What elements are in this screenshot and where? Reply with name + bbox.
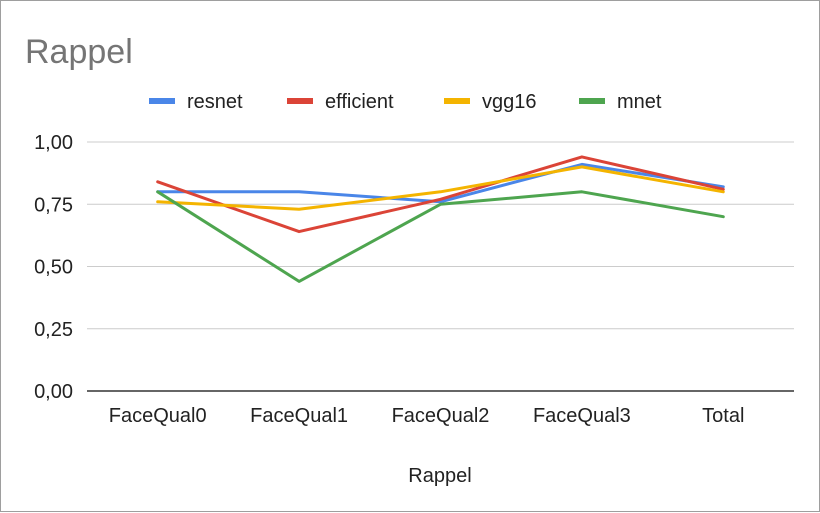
legend-item-mnet: mnet bbox=[579, 91, 662, 113]
x-tick-label: Total bbox=[702, 405, 744, 427]
legend-item-vgg16: vgg16 bbox=[444, 91, 537, 113]
legend-label: efficient bbox=[325, 91, 394, 113]
series-line-efficient bbox=[156, 155, 725, 234]
x-tick-label: FaceQual1 bbox=[250, 405, 348, 427]
legend-item-resnet: resnet bbox=[149, 91, 243, 113]
legend-label: resnet bbox=[187, 91, 243, 113]
y-tick-label: 0,75 bbox=[34, 194, 73, 216]
gridlines bbox=[87, 141, 794, 392]
legend-label: vgg16 bbox=[482, 91, 537, 113]
series-line-mnet bbox=[156, 190, 725, 283]
y-tick-label: 0,25 bbox=[34, 319, 73, 341]
x-axis-ticks: FaceQual0 FaceQual1 FaceQual2 FaceQual3 Tota… bbox=[109, 405, 745, 427]
y-tick-label: 0,00 bbox=[34, 381, 73, 403]
legend-item-efficient: efficient bbox=[287, 91, 394, 113]
y-axis-ticks: 0,00 0,25 0,50 0,75 1,00 bbox=[34, 132, 73, 403]
x-tick-label: FaceQual0 bbox=[109, 405, 207, 427]
legend: resnet efficient vgg16 mnet bbox=[149, 91, 662, 113]
series-line-resnet bbox=[156, 162, 725, 204]
x-tick-label: FaceQual2 bbox=[392, 405, 490, 427]
series-line-vgg16 bbox=[156, 165, 725, 211]
y-tick-label: 1,00 bbox=[34, 132, 73, 154]
x-axis-title: Rappel bbox=[408, 465, 471, 487]
chart-title: Rappel bbox=[25, 33, 133, 71]
y-tick-label: 0,50 bbox=[34, 257, 73, 279]
legend-label: mnet bbox=[617, 91, 662, 113]
x-tick-label: FaceQual3 bbox=[533, 405, 631, 427]
series-lines bbox=[156, 155, 725, 283]
